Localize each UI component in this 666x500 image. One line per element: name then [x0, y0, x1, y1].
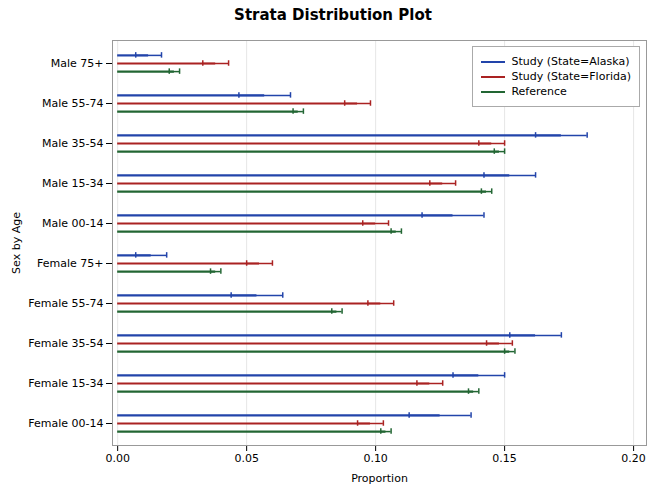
svg-text:0.10: 0.10 [363, 452, 388, 465]
svg-text:0.15: 0.15 [492, 452, 517, 465]
svg-text:Male 35-54: Male 35-54 [42, 137, 104, 150]
svg-text:Male 75+: Male 75+ [51, 57, 104, 70]
html-text:Strata Distribution Plot: Strata Distribution Plot [234, 6, 432, 24]
svg-text:Male 55-74: Male 55-74 [42, 97, 104, 110]
svg-text:0.00: 0.00 [105, 452, 130, 465]
svg-text:Female 75+: Female 75+ [37, 257, 103, 270]
svg-text:Male 15-34: Male 15-34 [42, 177, 104, 190]
svg-text:Sex by Age: Sex by Age [10, 212, 23, 274]
svg-text:Female 55-74: Female 55-74 [28, 297, 103, 310]
svg-text:Female 15-34: Female 15-34 [28, 377, 103, 390]
svg-text:Female 35-54: Female 35-54 [28, 337, 103, 350]
html-text:Reference: Reference [511, 85, 567, 98]
html-text:Study (State=Florida): Study (State=Florida) [511, 70, 631, 83]
svg-text:0.20: 0.20 [621, 452, 646, 465]
svg-text:0.05: 0.05 [234, 452, 259, 465]
svg-text:Female 00-14: Female 00-14 [28, 417, 103, 430]
svg-text:Proportion: Proportion [351, 472, 408, 485]
html-text:Study (State=Alaska): Study (State=Alaska) [511, 55, 630, 68]
svg-text:Male 00-14: Male 00-14 [42, 217, 104, 230]
